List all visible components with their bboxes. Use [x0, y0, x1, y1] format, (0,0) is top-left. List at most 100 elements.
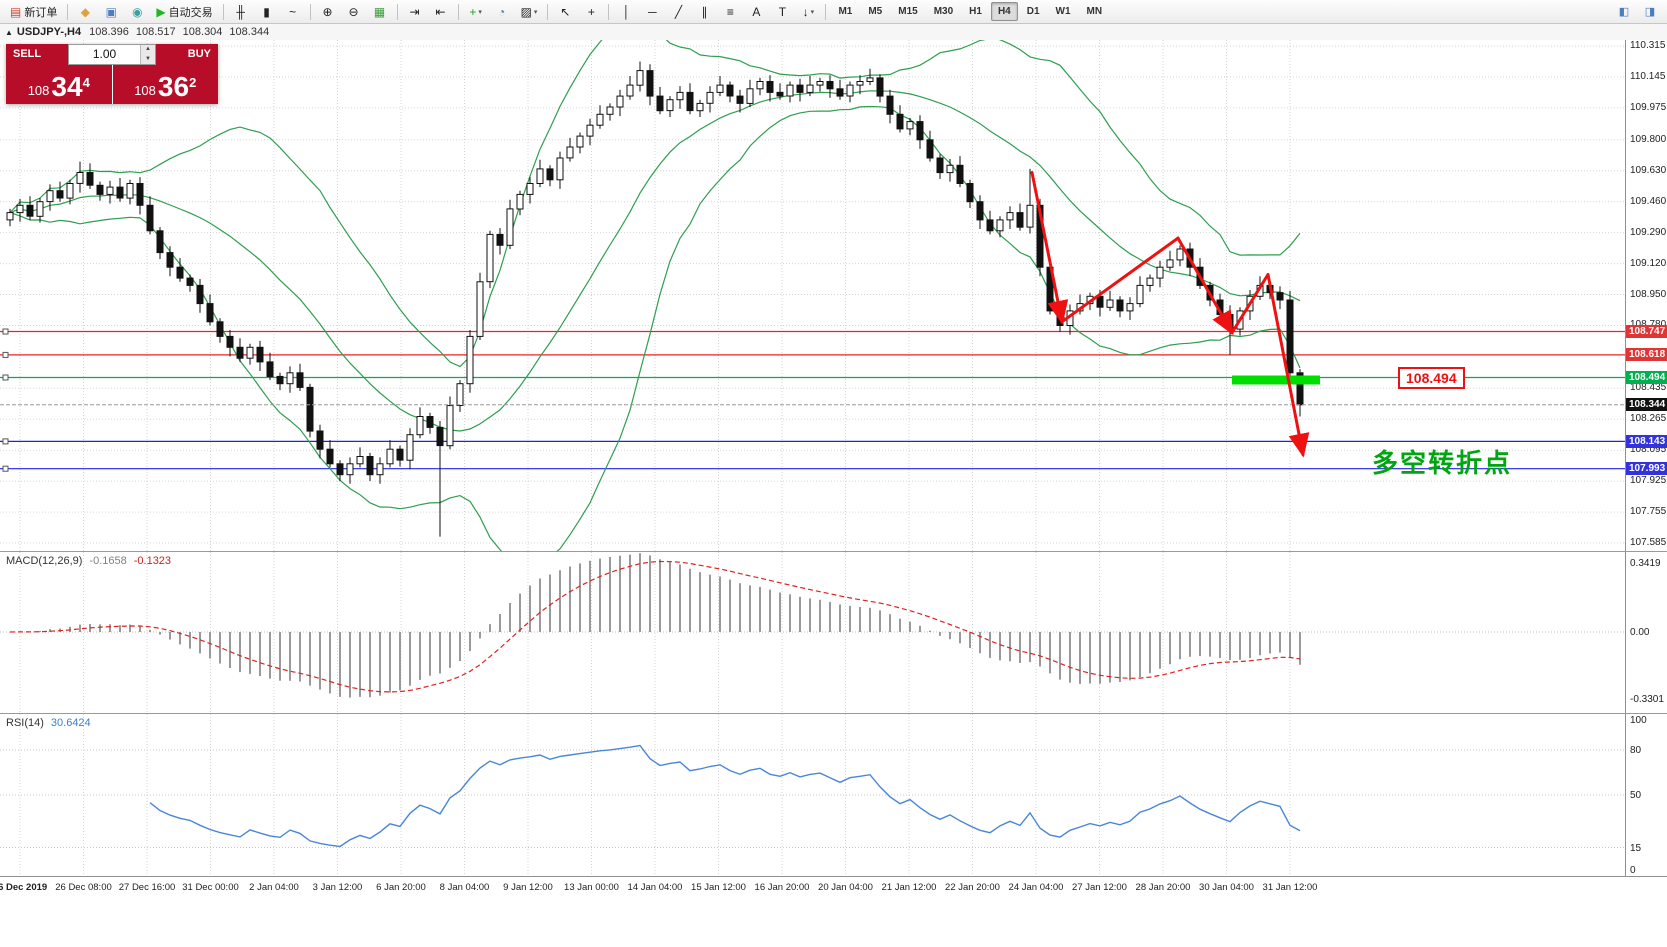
period-icon[interactable]: ◔ — [490, 1, 514, 23]
navigator-icon-glyph: ◉ — [132, 4, 143, 19]
timeframe-w1-button[interactable]: W1 — [1055, 6, 1071, 17]
sell-price-big: 34 — [51, 71, 83, 102]
candlestick-mode-icon-glyph: ▮ — [263, 4, 270, 19]
one-click-trading-panel: SELL 1.00 ▲ ▼ BUY 108 34 4 108 36 2 — [6, 44, 218, 104]
candlestick-mode-icon[interactable]: ▮ — [255, 1, 279, 23]
price-scale[interactable]: 110.315 110.145 109.975 109.800 109.630 109.4… — [1625, 40, 1667, 947]
search-icon[interactable]: ◨ — [1644, 6, 1656, 18]
line-chart-mode-icon[interactable]: ~ — [281, 1, 305, 23]
timeframe-mn-button[interactable]: MN — [1086, 6, 1103, 17]
bar-chart-mode-icon[interactable]: ╫ — [229, 1, 253, 23]
market-watch-icon-glyph: ▣ — [105, 4, 118, 19]
line-handle[interactable] — [2, 438, 9, 445]
time-axis-label: 31 Dec 00:00 — [182, 882, 239, 893]
price-scale-label: 108.265 — [1630, 413, 1667, 424]
buy-button[interactable]: BUY — [156, 44, 218, 65]
macd-panel-divider[interactable] — [0, 551, 1667, 552]
navigator-icon[interactable]: ◉ — [125, 1, 149, 23]
buy-price-button[interactable]: 108 36 2 — [112, 65, 218, 104]
price-scale-label: 110.145 — [1630, 71, 1666, 82]
rsi-name: RSI(14) — [6, 717, 44, 729]
price-scale-label: 109.630 — [1630, 165, 1667, 176]
time-axis[interactable]: 26 Dec 2019 26 Dec 08:00 27 Dec 16:00 31 De… — [0, 876, 1667, 947]
horizontal-line-icon[interactable]: ─ — [640, 1, 664, 23]
chart-shift-icon[interactable]: ⇤ — [429, 1, 453, 23]
charts-grid-icon[interactable]: ◆ — [73, 1, 97, 23]
rsi-panel[interactable] — [0, 714, 1625, 876]
auto-trading-button-label: 自动交易 — [168, 6, 213, 19]
volume-field[interactable]: 1.00 ▲ ▼ — [68, 44, 156, 65]
macd-main-value: -0.1658 — [89, 555, 127, 567]
toolbar-separator — [547, 3, 549, 20]
timeframe-m30-button[interactable]: M30 — [933, 6, 954, 17]
highlight-bar-annotation[interactable] — [1232, 375, 1320, 385]
dropdown-arrow-icon: ▾ — [533, 8, 538, 16]
zoom-out-icon[interactable]: ⊖ — [342, 1, 366, 23]
channel-icon[interactable]: ∥ — [692, 1, 716, 23]
label-tool-icon[interactable]: T — [770, 1, 794, 23]
fibonacci-icon-glyph: ≡ — [726, 4, 734, 19]
macd-panel[interactable] — [0, 552, 1625, 713]
turning-point-note[interactable]: 多空转折点 — [1372, 448, 1513, 478]
auto-scroll-icon[interactable]: ⇥ — [403, 1, 427, 23]
timeframe-m1-button[interactable]: M1 — [838, 6, 853, 17]
arrows-tool-icon-glyph: ↓ — [802, 4, 809, 19]
crosshair-icon-glyph: + — [587, 4, 595, 19]
rsi-panel-divider[interactable] — [0, 713, 1667, 714]
time-axis-label: 27 Jan 12:00 — [1072, 882, 1127, 893]
tile-windows-icon[interactable]: ▦ — [368, 1, 392, 23]
auto-trading-button[interactable]: ▶ 自动交易 — [151, 1, 217, 23]
main-chart[interactable] — [0, 40, 1625, 551]
text-tool-icon-glyph: A — [752, 4, 761, 19]
chart-grid — [0, 40, 1625, 551]
crosshair-icon[interactable]: + — [579, 1, 603, 23]
timeframe-m15-button[interactable]: M15 — [898, 6, 918, 17]
text-tool-icon[interactable]: A — [744, 1, 768, 23]
toolbar: ▤ 新订单 ◆ ▣ ◉ ▶ 自动交易 ╫ ▮ ~ ⊕ ⊖ ▦ ⇥ ⇤ + ▾ ◔ ▨ ▾ ↖ + │ ─ ╱ ∥ ≡ A T ↓ ▾ M1 M5… — [0, 0, 1667, 24]
timeframe-d1-button[interactable]: D1 — [1026, 6, 1040, 17]
market-watch-icon[interactable]: ▣ — [99, 1, 123, 23]
chart-shift-icon-glyph: ⇤ — [435, 4, 446, 19]
zoom-in-icon[interactable]: ⊕ — [316, 1, 340, 23]
price-scale-label: 107.925 — [1630, 475, 1667, 486]
macd-name: MACD(12,26,9) — [6, 555, 83, 567]
time-axis-label: 14 Jan 04:00 — [627, 882, 683, 893]
time-axis-label: 21 Jan 12:00 — [881, 882, 937, 893]
community-icon[interactable]: ◧ — [1618, 6, 1630, 18]
new-chart-icon[interactable]: + ▾ — [464, 1, 488, 23]
volume-increase-button[interactable]: ▲ — [141, 45, 155, 55]
line-handle[interactable] — [2, 465, 9, 472]
rsi-indicator-label: RSI(14) 30.6424 — [6, 717, 91, 729]
line-handle[interactable] — [2, 328, 9, 335]
price-tag: 108.747 — [1626, 325, 1667, 338]
line-handle[interactable] — [2, 374, 9, 381]
volume-value[interactable]: 1.00 — [92, 47, 117, 61]
price-tag: 108.618 — [1626, 348, 1667, 361]
timeframe-h4-button[interactable]: H4 — [990, 2, 1018, 21]
price-scale-label: 108.780 — [1630, 319, 1666, 330]
template-icon-glyph: ▨ — [520, 4, 532, 19]
sell-button[interactable]: SELL — [6, 44, 68, 65]
toolbar-separator — [222, 3, 224, 20]
macd-indicator-label: MACD(12,26,9) -0.1658 -0.1323 — [6, 555, 171, 567]
new-order-button[interactable]: ▤ 新订单 — [5, 1, 62, 23]
vertical-line-icon[interactable]: │ — [614, 1, 638, 23]
cursor-icon[interactable]: ↖ — [553, 1, 577, 23]
bollinger-bands[interactable] — [9, 40, 1301, 551]
toolbar-separator — [457, 3, 459, 20]
line-handle[interactable] — [2, 351, 9, 358]
chart-collapse-icon[interactable]: ▲ — [5, 27, 13, 37]
timeframe-h1-button[interactable]: H1 — [969, 6, 982, 17]
price-level-label[interactable]: 108.494 — [1398, 367, 1465, 389]
trend-arrow-annotation[interactable] — [1030, 171, 1310, 458]
sell-price-button[interactable]: 108 34 4 — [6, 65, 112, 104]
arrows-tool-icon[interactable]: ↓ ▾ — [796, 1, 820, 23]
time-axis-label: 26 Dec 08:00 — [55, 882, 112, 893]
template-icon[interactable]: ▨ ▾ — [516, 1, 543, 23]
price-scale-label: 109.975 — [1630, 102, 1667, 113]
trendline-icon[interactable]: ╱ — [666, 1, 690, 23]
fibonacci-icon[interactable]: ≡ — [718, 1, 742, 23]
timeframe-m5-button[interactable]: M5 — [868, 6, 883, 17]
period-icon-glyph: ◔ — [497, 4, 506, 19]
volume-decrease-button[interactable]: ▼ — [141, 54, 155, 64]
